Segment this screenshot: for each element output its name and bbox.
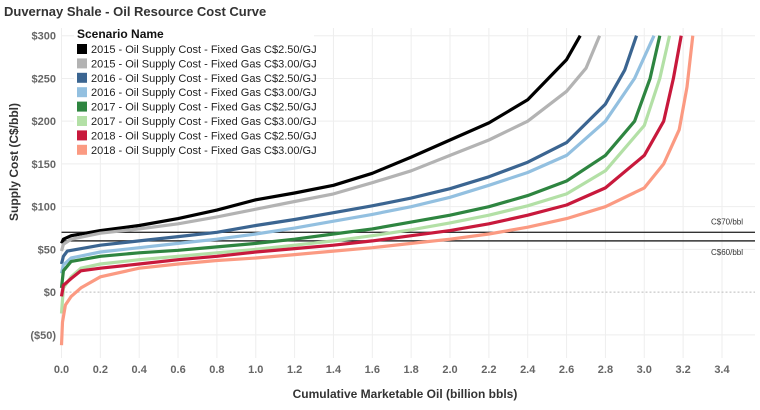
y-tick-label: ($50) xyxy=(30,330,56,342)
x-tick-label: 1.6 xyxy=(365,364,380,376)
x-tick-label: 1.4 xyxy=(326,364,342,376)
x-axis-ticks: 0.0 0.2 0.4 0.6 0.8 1.0 1.2 1.4 1.6 1.8 2.0 2.2 2.4 2… xyxy=(54,364,731,376)
legend-item: 2018 - Oil Supply Cost - Fixed Gas C$3.0… xyxy=(91,145,317,157)
reference-line-label: C$60/bbl xyxy=(711,248,743,257)
x-tick-label: 1.2 xyxy=(287,364,302,376)
y-axis-label: Supply Cost (C$/bbl) xyxy=(7,103,21,221)
x-tick-label: 1.0 xyxy=(248,364,263,376)
legend-item: 2015 - Oil Supply Cost - Fixed Gas C$3.0… xyxy=(91,58,317,70)
y-tick-label: $250 xyxy=(32,73,56,85)
x-tick-label: 0.6 xyxy=(170,364,185,376)
x-tick-label: 0.0 xyxy=(54,364,69,376)
series-lines xyxy=(59,34,695,346)
legend-swatch xyxy=(77,116,87,126)
series-line xyxy=(59,35,662,289)
legend-swatch xyxy=(77,72,87,83)
legend-background xyxy=(74,22,314,154)
series-line xyxy=(60,34,582,245)
series-line xyxy=(59,35,672,314)
legend-swatch xyxy=(77,44,87,54)
series-line xyxy=(59,35,602,252)
legend-item: 2018 - Oil Supply Cost - Fixed Gas C$2.5… xyxy=(91,130,317,142)
legend-swatch xyxy=(77,144,87,155)
y-tick-label: $0 xyxy=(44,287,56,299)
x-tick-label: 2.0 xyxy=(442,364,457,376)
legend-swatch xyxy=(77,101,87,112)
x-tick-label: 3.2 xyxy=(675,364,690,376)
series-line xyxy=(59,35,683,297)
x-tick-label: 1.8 xyxy=(404,364,419,376)
x-tick-label: 3.0 xyxy=(637,364,652,376)
y-tick-label: $300 xyxy=(32,31,56,43)
y-tick-label: $50 xyxy=(38,244,56,256)
reference-lines: C$70/bbl C$60/bbl xyxy=(61,217,755,257)
x-tick-label: 2.6 xyxy=(559,364,574,376)
series-line xyxy=(59,35,695,346)
x-tick-label: 2.4 xyxy=(520,364,536,376)
y-tick-label: $100 xyxy=(32,202,56,214)
legend-item: 2016 - Oil Supply Cost - Fixed Gas C$2.5… xyxy=(91,73,317,85)
legend-item: 2016 - Oil Supply Cost - Fixed Gas C$3.0… xyxy=(91,87,317,99)
chart-title: Duvernay Shale - Oil Resource Cost Curve xyxy=(4,4,266,19)
legend-swatch xyxy=(77,130,87,141)
legend-swatch xyxy=(77,87,87,98)
x-tick-label: 2.2 xyxy=(481,364,496,376)
legend-swatch xyxy=(77,58,87,69)
legend-item: 2017 - Oil Supply Cost - Fixed Gas C$2.5… xyxy=(91,102,317,114)
y-tick-label: $150 xyxy=(32,159,56,171)
x-tick-label: 0.2 xyxy=(93,364,108,376)
series-line xyxy=(59,35,639,265)
y-axis-ticks: $300 $250 $200 $150 $100 $50 $0 ($50) xyxy=(30,31,56,342)
legend: Scenario Name 2015 - Oil Supply Cost - F… xyxy=(74,22,317,157)
x-axis-label: Cumulative Marketable Oil (billion bbls) xyxy=(293,387,518,401)
x-tick-label: 2.8 xyxy=(598,364,613,376)
x-tick-label: 0.8 xyxy=(209,364,224,376)
x-tick-label: 3.4 xyxy=(714,364,730,376)
series-line xyxy=(59,35,656,274)
x-tick-label: 0.4 xyxy=(132,364,148,376)
y-tick-label: $200 xyxy=(32,116,56,128)
legend-item: 2017 - Oil Supply Cost - Fixed Gas C$3.0… xyxy=(91,116,317,128)
reference-line-label: C$70/bbl xyxy=(711,217,743,226)
legend-item: 2015 - Oil Supply Cost - Fixed Gas C$2.5… xyxy=(91,44,317,56)
legend-title: Scenario Name xyxy=(77,27,164,41)
